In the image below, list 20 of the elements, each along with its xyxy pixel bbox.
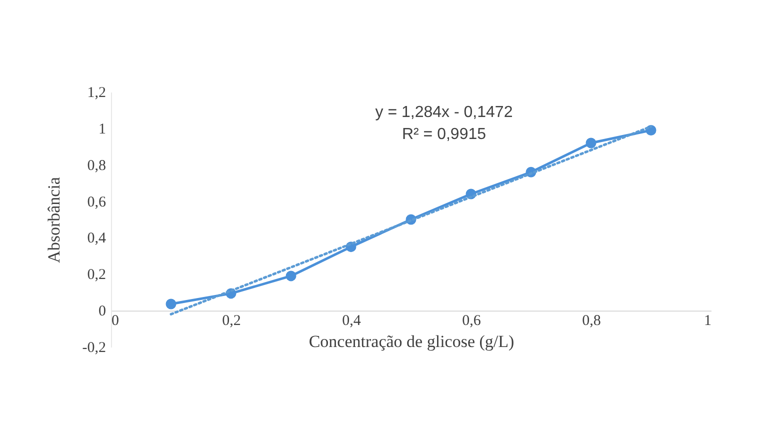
point (286, 270, 296, 282)
x-tick-label: 0,6 (462, 313, 482, 330)
x-tick-label: 0 (112, 313, 119, 330)
y-tick-label: 1,2 (87, 85, 106, 101)
y-tick-label: 0,2 (87, 267, 106, 284)
y-tick-label: 0,6 (87, 194, 106, 210)
x-tick-label: 1 (704, 313, 712, 330)
annotation: R² = 0,9915 (402, 126, 486, 143)
y-tick-label: 0,8 (87, 158, 106, 174)
y-axis-title: Absorbância (44, 176, 64, 263)
x-tick-label: 0,2 (222, 313, 241, 330)
y-tick-label: 1 (98, 121, 106, 138)
x-tick-label: 0,4 (342, 313, 362, 330)
x-axis-title: Concentração de glicose (g/L) (308, 332, 514, 352)
annotation: y = 1,284x - 0,1472 (375, 104, 513, 121)
y-tick-label: 0,4 (87, 230, 106, 247)
x-tick-label: 0,8 (582, 313, 601, 330)
point (166, 298, 176, 310)
point (586, 138, 596, 148)
y-tick-label: -0,2 (82, 340, 106, 356)
